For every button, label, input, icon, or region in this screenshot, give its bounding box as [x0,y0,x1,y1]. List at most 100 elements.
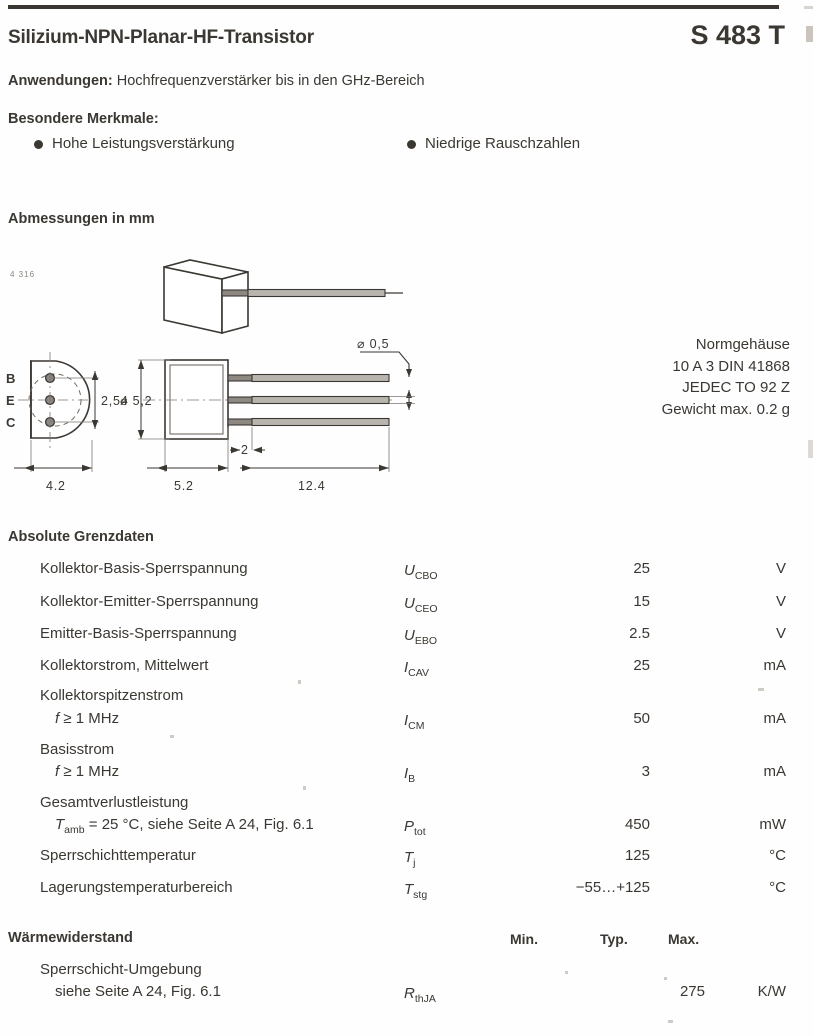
package-side-view [137,351,415,472]
callout-pin-pitch: 2,54 [101,394,129,408]
feature-label: Hohe Leistungsverstärkung [52,135,235,152]
scan-artifact [298,680,301,684]
symbol-sub: j [413,857,416,869]
callout-body-width-side: 5,2 [174,479,194,490]
package-perspective-view [163,259,403,335]
applications-text: Hochfrequenzverstärker bis in den GHz-Be… [116,73,425,89]
parameter-unit: V [775,593,786,610]
parameter-name: Kollektor-Basis-Sperrspannung [40,560,248,577]
applications-label: Anwendungen: [8,73,113,89]
symbol-sub: CM [408,720,425,732]
symbol-sub: CAV [408,667,429,679]
housing-note-line-2: 10 A 3 DIN 41868 [672,357,790,375]
parameter-value: 3 [641,763,650,780]
parameter-unit: V [775,560,786,577]
symbol-main: U [404,595,415,612]
parameter-symbol: Tstg [404,881,428,901]
parameter-symbol: UCEO [404,595,438,615]
pin-label-c: C [6,415,16,430]
symbol-sub: thJA [414,993,436,1005]
applications-line: Anwendungen: Hochfrequenzverstärker bis … [8,73,425,89]
parameter-unit: mA [763,710,787,727]
symbol-sub: stg [413,889,428,901]
drawing-code: 4 316 [10,270,36,279]
parameter-name: Kollektorstrom, Mittelwert [40,657,209,674]
page-edge-artifact-top [804,6,813,9]
symbol-main: I [404,765,409,782]
header-rule [8,5,779,9]
parameter-symbol: ICAV [404,659,429,679]
callout-body-diameter: ⌀ 5,2 [120,394,152,408]
parameter-name: Lagerungstemperaturbereich [40,879,233,896]
symbol-main: U [404,562,415,579]
callout-lead-offset: 2 [241,443,249,457]
column-header-min: Min. [510,931,538,947]
parameter-unit: mA [763,763,787,780]
parameter-symbol: Ptot [404,818,426,838]
symbol-sub: EBO [414,635,438,647]
symbol-main: I [404,712,409,729]
parameter-name: Gesamtverlustleistung [40,794,189,811]
parameter-name: Sperrschicht-Umgebung [40,961,202,978]
parameter-value: 25 [633,657,650,674]
symbol-sub: B [408,773,416,785]
column-header-max: Max. [668,931,700,947]
callout-lead-diameter: ⌀ 0,5 [357,337,389,351]
symbol-main: P [404,818,415,835]
parameter-unit: mW [759,816,786,833]
column-header-typ: Typ. [600,931,628,947]
callout-lead-length: 12,4 [298,479,326,490]
parameter-name: Kollektor-Emitter-Sperrspannung [40,593,259,610]
symbol-sub: CBO [414,570,438,582]
parameter-name: Kollektorspitzenstrom [40,687,184,704]
callout-body-width-front: 4,2 [46,479,66,490]
parameter-unit: °C [769,879,786,896]
symbol-sub: tot [414,826,426,838]
parameter-value: 125 [624,847,650,864]
parameter-unit: V [775,625,786,642]
page-edge-artifact-title [806,26,813,42]
parameter-symbol: ICM [404,712,425,732]
parameter-unit: °C [769,847,786,864]
limits-heading: Absolute Grenzdaten [8,529,154,545]
parameter-value-max: 275 [679,983,705,1000]
bullet-icon [34,139,43,149]
housing-note-line-1: Normgehäuse [695,336,790,353]
parameter-value: 15 [633,593,650,610]
parameter-name: Sperrschichttemperatur [40,847,196,864]
scan-artifact [170,735,174,738]
symbol-sub: CEO [414,603,438,615]
parameter-symbol: Tj [404,849,416,869]
parameter-value: 2.5 [629,625,650,642]
pin-label-b: B [6,371,15,386]
parameter-condition: siehe Seite A 24, Fig. 6.1 [55,983,221,1000]
scan-artifact [668,1020,673,1023]
parameter-condition: f ≥ 1 MHz [55,763,120,780]
housing-note: Normgehäuse 10 A 3 DIN 41868 JEDEC TO 92… [662,334,790,420]
scan-artifact [303,786,306,790]
thermal-heading: Wärmewiderstand [8,930,133,946]
parameter-value: 25 [633,560,650,577]
parameter-unit: K/W [757,983,786,1000]
symbol-main: T [404,881,414,898]
parameter-value: 450 [624,816,650,833]
parameter-condition: f ≥ 1 MHz [55,710,120,727]
features-heading: Besondere Merkmale: [8,111,159,127]
symbol-main: T [404,849,414,866]
parameter-name: Emitter-Basis-Sperrspannung [40,625,237,642]
parameter-name: Basisstrom [40,741,115,758]
scan-artifact [664,977,667,980]
package-dimension-drawing: B E C 2,54 4,2 ⌀ 5,2 5,2 2 12,4 ⌀ 0,5 [6,259,415,490]
symbol-main: R [404,985,415,1002]
parameter-unit: mA [763,657,787,674]
bullet-icon [407,139,416,149]
parameter-symbol: RthJA [404,985,436,1005]
package-end-view [14,352,99,472]
housing-note-line-3: JEDEC TO 92 Z [682,379,790,396]
dimensions-heading: Abmessungen in mm [8,211,155,227]
parameter-value: −55…+125 [575,879,650,896]
page-edge-artifact-mid [808,440,813,458]
scan-artifact [565,971,568,974]
parameter-condition: Tamb = 25 °C, siehe Seite A 24, Fig. 6.1 [55,816,314,836]
page-title: Silizium-NPN-Planar-HF-Transistor [8,27,314,48]
